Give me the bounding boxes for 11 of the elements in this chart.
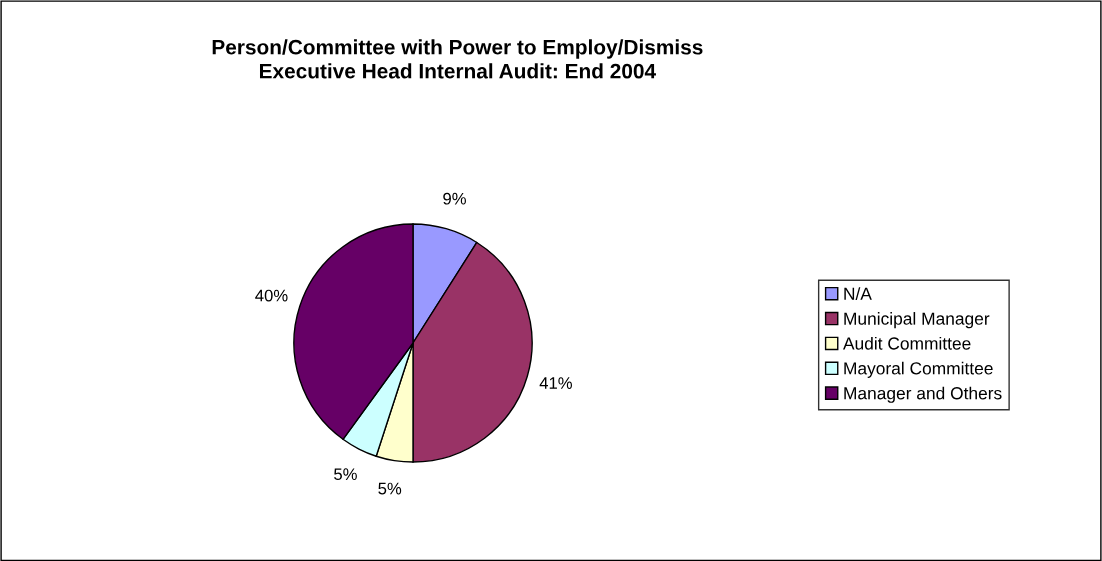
data-label: 5% <box>378 482 402 495</box>
legend-label: Municipal Manager <box>844 312 990 329</box>
chart-title: Person/Committee with Power to Employ/Dismiss Executive Head Internal Audit: End 2004 <box>212 39 703 79</box>
data-label: 9% <box>443 192 466 205</box>
data-label: 40% <box>255 289 288 302</box>
legend-label: N/A <box>844 287 872 300</box>
data-label: 41% <box>539 377 572 389</box>
legend-label: Manager and Others <box>844 386 1002 403</box>
legend-label: Audit Committee <box>842 336 971 350</box>
data-label: 5% <box>334 468 357 481</box>
legend-label: Mayoral Committee <box>844 361 993 378</box>
